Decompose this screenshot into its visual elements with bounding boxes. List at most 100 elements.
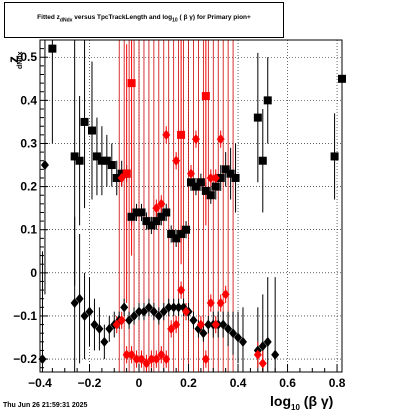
diamond-marker — [258, 341, 267, 352]
square-marker — [157, 212, 166, 221]
square-marker — [172, 234, 181, 243]
diamond-marker — [238, 336, 247, 347]
diamond-marker — [125, 315, 134, 326]
diamond-marker — [263, 336, 272, 347]
y-tick-label: 0.1 — [20, 223, 37, 237]
square-marker — [112, 173, 121, 182]
diamond-marker — [174, 302, 183, 313]
data-markers — [38, 44, 346, 369]
diamond-marker — [182, 306, 191, 317]
square-marker — [70, 152, 79, 161]
square-marker — [196, 178, 205, 187]
square-marker — [147, 221, 156, 230]
y-tick-label: 0.5 — [20, 50, 37, 64]
diamond-marker — [167, 323, 176, 334]
diamond-marker — [216, 298, 225, 309]
square-marker — [127, 79, 136, 88]
square-marker — [102, 156, 111, 165]
diamond-marker — [211, 172, 220, 183]
diamond-marker — [206, 172, 215, 183]
diamond-marker — [142, 358, 151, 369]
square-marker — [226, 169, 235, 178]
square-marker — [201, 92, 210, 101]
title-box: Fitted zdNdx versus TpcTrackLength and l… — [4, 2, 284, 38]
diamond-marker — [172, 319, 181, 330]
y-tick-label: 0.3 — [20, 136, 37, 150]
square-marker — [216, 173, 225, 182]
square-marker — [191, 182, 200, 191]
diamond-marker — [271, 349, 280, 360]
chart-title: Fitted zdNdx versus TpcTrackLength and l… — [37, 14, 251, 24]
diamond-marker — [135, 306, 144, 317]
diamond-marker — [105, 323, 114, 334]
diamond-marker — [122, 349, 131, 360]
diamond-marker — [189, 315, 198, 326]
diamond-marker — [206, 298, 215, 309]
square-marker — [107, 161, 116, 170]
square-marker — [182, 225, 191, 234]
x-tick-label: 0.2 — [180, 376, 197, 390]
square-marker — [92, 152, 101, 161]
diamond-marker — [154, 310, 163, 321]
diamond-marker — [157, 349, 166, 360]
y-tick-label: 0 — [30, 266, 37, 280]
square-marker — [187, 178, 195, 187]
square-marker — [221, 165, 230, 174]
diamond-marker — [75, 293, 84, 304]
diamond-marker — [144, 302, 153, 313]
x-tick-label: −0.2 — [78, 376, 102, 390]
square-marker — [258, 156, 267, 165]
diamond-marker — [147, 354, 156, 365]
y-tick-label: −0.1 — [13, 309, 37, 323]
square-marker — [137, 208, 146, 217]
square-marker — [206, 191, 215, 200]
diamond-marker — [172, 155, 181, 166]
square-marker — [177, 230, 186, 239]
diamond-marker — [127, 349, 136, 360]
axis-tick-labels: −0.4 −0.2 0 0.2 0.4 0.6 0.8 −0.2 −0.1 0 0.1 0.2 0.3 0… — [13, 50, 345, 390]
square-marker — [177, 130, 186, 139]
square-marker — [48, 44, 57, 53]
diamond-marker — [224, 323, 233, 334]
axis-ticks — [39, 39, 338, 372]
diamond-marker — [40, 160, 49, 171]
diamond-marker — [258, 358, 267, 369]
diamond-marker — [187, 168, 195, 179]
diamond-marker — [191, 134, 200, 145]
diamond-marker — [139, 306, 148, 317]
diamond-marker — [152, 354, 161, 365]
diamond-marker — [100, 336, 109, 347]
x-tick-label: −0.4 — [28, 376, 52, 390]
diamond-marker — [211, 319, 220, 330]
grid-layer — [40, 40, 342, 372]
y-tick-label: 0.2 — [20, 180, 37, 194]
square-marker — [167, 230, 176, 239]
diamond-marker — [177, 285, 186, 296]
diamond-marker — [112, 319, 121, 330]
y-tick-label: 0.4 — [20, 93, 37, 107]
x-tick-label: 0.4 — [230, 376, 247, 390]
diamond-marker — [169, 302, 178, 313]
y-axis-label: z dNdx — [5, 51, 24, 70]
diamond-marker — [229, 328, 238, 339]
square-marker — [162, 208, 171, 217]
diamond-marker — [199, 328, 208, 339]
diamond-marker — [201, 354, 210, 365]
square-marker — [263, 96, 272, 105]
x-axis-label: log10 (β γ) — [270, 393, 334, 412]
diamond-marker — [70, 298, 79, 309]
diamond-marker — [204, 319, 213, 330]
square-marker — [201, 186, 210, 195]
square-marker — [211, 182, 220, 191]
diamond-marker — [117, 172, 126, 183]
diamond-marker — [117, 315, 126, 326]
square-marker — [231, 173, 240, 182]
square-marker — [132, 208, 141, 217]
square-marker — [97, 156, 106, 165]
diamond-marker — [90, 319, 99, 330]
diamond-marker — [157, 198, 166, 209]
square-marker — [87, 126, 96, 135]
diamond-marker — [132, 354, 141, 365]
diamond-marker — [120, 302, 129, 313]
